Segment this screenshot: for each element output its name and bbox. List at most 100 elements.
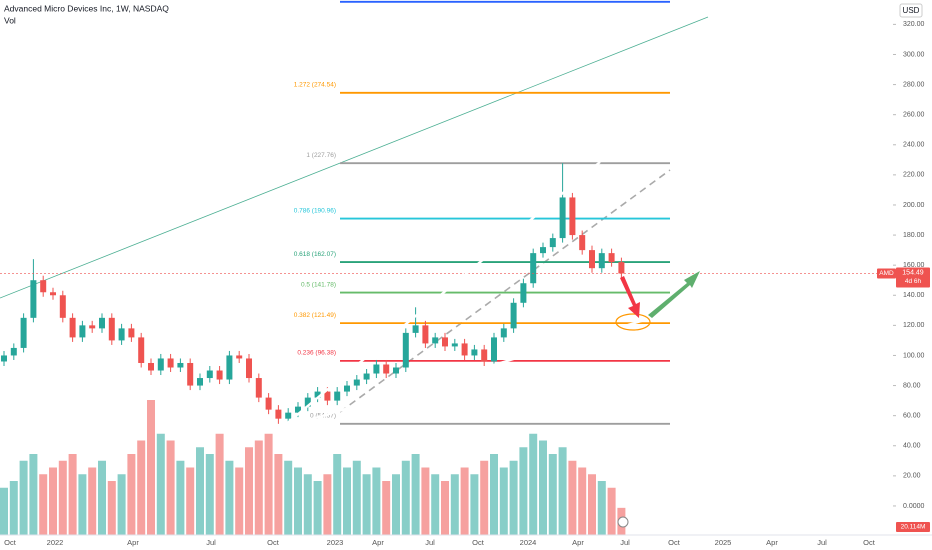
y-tick-label: 240.00 — [903, 142, 925, 149]
volume-bar — [343, 467, 351, 535]
candle-body — [285, 412, 292, 419]
up-arrow — [648, 271, 700, 318]
candle-body — [50, 292, 56, 296]
volume-bar — [313, 481, 322, 535]
volume-bar — [107, 481, 116, 535]
fib-label: 1 (227.76) — [306, 152, 336, 159]
dashed-channel — [339, 169, 671, 413]
candle-body — [148, 362, 154, 371]
y-tick-label: 320.00 — [903, 21, 925, 28]
volume-bar — [323, 474, 332, 535]
volume-bar — [460, 467, 469, 535]
volume-bar — [156, 433, 165, 535]
y-tick-label: 0.0000 — [903, 503, 925, 510]
candle-body — [89, 325, 96, 329]
volume-bar — [117, 474, 126, 535]
currency-box — [899, 3, 923, 18]
volume-bar — [470, 474, 479, 535]
candle-body — [1, 355, 7, 362]
y-tick-label: 20.00 — [903, 473, 921, 480]
candle-body — [226, 355, 233, 380]
candle-body — [442, 337, 448, 347]
candle-body — [393, 367, 399, 374]
volume-bar — [480, 460, 489, 535]
symbol-label: AMD — [879, 270, 894, 277]
volume-bar — [401, 460, 410, 535]
volume-bar — [362, 474, 371, 535]
candle-body — [520, 283, 527, 303]
volume-bar — [548, 454, 557, 535]
volume-bar — [284, 460, 293, 535]
volume-bar — [597, 481, 606, 535]
candle-body — [40, 280, 47, 293]
volume-bar — [147, 400, 155, 535]
volume-bar — [441, 481, 449, 535]
candle-body — [383, 364, 390, 374]
candle-body — [491, 337, 497, 362]
x-tick-label: Apr — [572, 538, 584, 547]
volume-bar — [78, 474, 87, 535]
candle-body — [569, 197, 576, 236]
volume-bar — [411, 454, 420, 535]
volume-bar — [19, 460, 28, 535]
volume-bar — [509, 460, 518, 535]
x-tick-label: Apr — [372, 538, 384, 547]
volume-bar — [450, 474, 459, 535]
y-tick-label: 260.00 — [903, 112, 925, 119]
candle-body — [99, 317, 105, 329]
candle-body — [579, 235, 586, 251]
candle-body — [451, 343, 458, 347]
volume-bar — [529, 433, 538, 535]
candle-body — [608, 253, 615, 263]
volume-bar — [294, 467, 302, 535]
candle-body — [432, 337, 439, 344]
candle-body — [559, 197, 566, 239]
y-tick-label: 100.00 — [903, 352, 925, 359]
volume-bar — [137, 440, 146, 535]
fib-label: 0.618 (162.07) — [294, 251, 336, 258]
x-tick-label: Jul — [817, 538, 827, 547]
x-tick-label: Jul — [425, 538, 435, 547]
volume-bar — [519, 447, 528, 535]
x-tick-label: Apr — [766, 538, 778, 547]
volume-bar — [68, 454, 77, 535]
currency: USD — [903, 6, 920, 15]
candle-body — [30, 280, 37, 318]
volume-bar — [9, 481, 18, 535]
volume-bar — [372, 467, 381, 535]
y-tick-label: 280.00 — [903, 81, 925, 88]
y-tick-label: 80.00 — [903, 382, 921, 389]
candle-body — [549, 238, 556, 248]
y-tick-label: 220.00 — [903, 172, 925, 179]
volume-bar — [333, 454, 342, 535]
volume-bar — [352, 460, 361, 535]
volume-bar — [392, 474, 400, 535]
candle-body — [10, 347, 17, 356]
x-tick-label: Jul — [620, 538, 630, 547]
volume-bar — [49, 467, 57, 535]
volume-bar — [499, 467, 508, 535]
last-volume: 20.114M — [901, 524, 926, 531]
y-tick-label: 160.00 — [903, 262, 925, 269]
candle-body — [510, 302, 517, 329]
x-tick-label: Oct — [267, 538, 280, 547]
y-tick-label: 120.00 — [903, 322, 925, 329]
candle-body — [177, 362, 184, 368]
down-arrow — [620, 276, 640, 318]
candle-body — [363, 373, 370, 380]
y-tick-label: 180.00 — [903, 232, 925, 239]
y-tick-label: 300.00 — [903, 51, 925, 58]
volume-bar — [225, 460, 234, 535]
volume-bar — [98, 460, 106, 535]
candle-body — [128, 328, 135, 338]
lightning-icon — [617, 516, 629, 528]
volume-bar — [29, 454, 38, 535]
volume-bar — [176, 460, 185, 535]
y-tick-label: 140.00 — [903, 292, 925, 299]
volume-bar — [421, 467, 430, 535]
candle-body — [265, 397, 272, 410]
volume-bar — [431, 474, 440, 535]
candle-body — [138, 337, 145, 363]
volume-bar — [196, 447, 204, 535]
